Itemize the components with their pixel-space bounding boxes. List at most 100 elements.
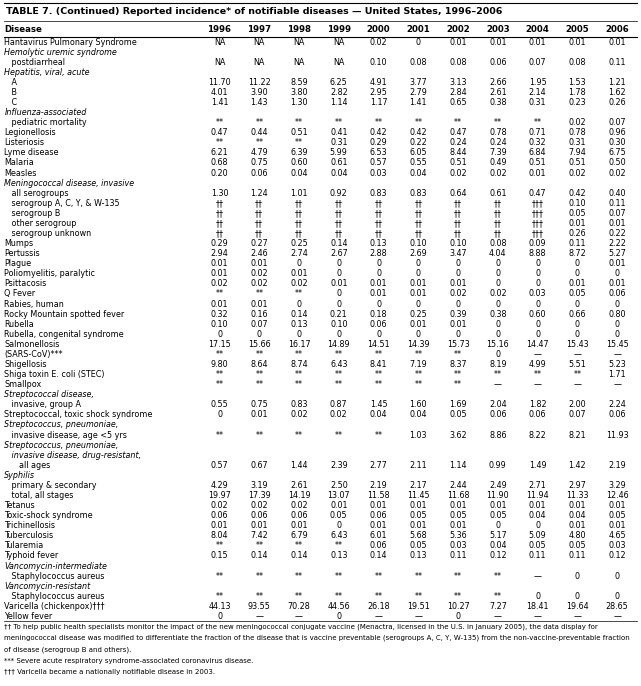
Text: 0: 0 (495, 330, 501, 339)
Text: 6.05: 6.05 (410, 148, 427, 157)
Text: 0.14: 0.14 (290, 309, 308, 318)
Text: 2003: 2003 (486, 25, 510, 34)
Text: **: ** (335, 592, 343, 601)
Text: 0.29: 0.29 (370, 139, 387, 147)
Text: 2.44: 2.44 (449, 481, 467, 490)
Text: **: ** (374, 592, 383, 601)
Text: 0.01: 0.01 (449, 320, 467, 329)
Text: 0.29: 0.29 (211, 239, 228, 248)
Text: 1.43: 1.43 (251, 98, 268, 107)
Text: 0: 0 (416, 38, 421, 47)
Text: 2000: 2000 (367, 25, 390, 34)
Text: all ages: all ages (4, 461, 51, 470)
Text: 8.64: 8.64 (251, 360, 268, 369)
Text: **: ** (414, 350, 422, 359)
Text: 0: 0 (376, 270, 381, 279)
Text: †††: ††† (531, 219, 544, 228)
Text: 0.22: 0.22 (608, 229, 626, 238)
Text: 0: 0 (615, 300, 620, 309)
Text: 8.19: 8.19 (489, 360, 506, 369)
Text: 0.01: 0.01 (410, 320, 427, 329)
Text: 0: 0 (615, 320, 620, 329)
Text: (SARS-CoV)***: (SARS-CoV)*** (4, 350, 63, 359)
Text: 0.87: 0.87 (330, 401, 347, 410)
Text: 7.42: 7.42 (251, 532, 268, 541)
Text: 0.10: 0.10 (211, 320, 228, 329)
Text: 0: 0 (495, 270, 501, 279)
Text: 0: 0 (456, 270, 461, 279)
Text: 1.17: 1.17 (370, 98, 387, 107)
Text: 11.58: 11.58 (367, 491, 390, 500)
Text: 0.01: 0.01 (251, 410, 268, 419)
Text: 0.65: 0.65 (449, 98, 467, 107)
Text: 7.27: 7.27 (489, 602, 507, 611)
Text: 0.06: 0.06 (489, 410, 506, 419)
Text: 1.24: 1.24 (251, 189, 268, 198)
Text: **: ** (215, 431, 224, 440)
Text: —: — (494, 380, 502, 389)
Text: 0.11: 0.11 (529, 552, 546, 560)
Text: Pertussis: Pertussis (4, 249, 40, 258)
Text: 0.67: 0.67 (251, 461, 268, 470)
Text: 0.51: 0.51 (290, 128, 308, 137)
Text: **: ** (454, 118, 462, 127)
Text: 0.02: 0.02 (251, 279, 268, 288)
Text: 1.69: 1.69 (449, 401, 467, 410)
Text: 0: 0 (257, 330, 262, 339)
Text: Tuberculosis: Tuberculosis (4, 532, 53, 541)
Text: 3.62: 3.62 (449, 431, 467, 440)
Text: 0.06: 0.06 (370, 541, 387, 550)
Text: 14.39: 14.39 (407, 340, 429, 349)
Text: 0.39: 0.39 (449, 309, 467, 318)
Text: Disease: Disease (4, 25, 42, 34)
Text: 1.21: 1.21 (608, 78, 626, 87)
Text: 0.08: 0.08 (410, 58, 427, 67)
Text: 0.02: 0.02 (251, 501, 268, 510)
Text: 0.78: 0.78 (569, 128, 586, 137)
Text: **: ** (215, 541, 224, 550)
Text: 0.60: 0.60 (529, 309, 546, 318)
Text: 0.78: 0.78 (489, 128, 506, 137)
Text: 0.02: 0.02 (608, 169, 626, 178)
Text: 2.24: 2.24 (608, 401, 626, 410)
Text: 0.02: 0.02 (449, 169, 467, 178)
Text: 0: 0 (615, 270, 620, 279)
Text: 1.53: 1.53 (569, 78, 586, 87)
Text: 0.05: 0.05 (569, 289, 586, 298)
Text: 4.29: 4.29 (211, 481, 228, 490)
Text: 0.47: 0.47 (449, 128, 467, 137)
Text: 6.84: 6.84 (529, 148, 546, 157)
Text: —: — (494, 612, 502, 621)
Text: 0.04: 0.04 (569, 511, 586, 520)
Text: 0.01: 0.01 (330, 501, 347, 510)
Text: 2.77: 2.77 (370, 461, 388, 470)
Text: 0.01: 0.01 (410, 279, 427, 288)
Text: 26.18: 26.18 (367, 602, 390, 611)
Text: serogroup unknown: serogroup unknown (4, 229, 92, 238)
Text: **: ** (573, 370, 581, 379)
Text: 0.50: 0.50 (608, 158, 626, 167)
Text: 0.11: 0.11 (608, 58, 626, 67)
Text: 7.19: 7.19 (410, 360, 427, 369)
Text: 1998: 1998 (287, 25, 311, 34)
Text: 1.71: 1.71 (608, 370, 626, 379)
Text: ††: †† (335, 229, 343, 238)
Text: 0.14: 0.14 (370, 552, 387, 560)
Text: 0.01: 0.01 (370, 521, 387, 530)
Text: all serogroups: all serogroups (4, 189, 69, 198)
Text: **: ** (494, 118, 502, 127)
Text: 1.62: 1.62 (608, 88, 626, 97)
Text: 0.18: 0.18 (370, 309, 387, 318)
Text: **: ** (255, 592, 263, 601)
Text: 0.71: 0.71 (529, 128, 546, 137)
Text: 0.01: 0.01 (489, 38, 506, 47)
Text: 0.31: 0.31 (330, 139, 347, 147)
Text: 0.10: 0.10 (569, 199, 586, 208)
Text: 4.01: 4.01 (211, 88, 228, 97)
Text: 0.02: 0.02 (330, 410, 347, 419)
Text: 0.01: 0.01 (211, 259, 228, 268)
Text: 2002: 2002 (446, 25, 470, 34)
Text: 0.12: 0.12 (608, 552, 626, 560)
Text: 2.14: 2.14 (529, 88, 546, 97)
Text: 0.01: 0.01 (529, 38, 546, 47)
